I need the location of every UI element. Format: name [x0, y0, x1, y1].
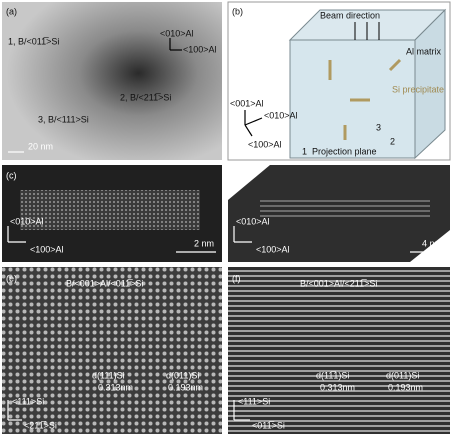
annotation: <111>Si [12, 396, 44, 406]
annotation: 2, B/<211̅>Si [120, 92, 171, 102]
panel-label: (c) [6, 170, 17, 180]
annotation: <010>Al [264, 110, 298, 120]
annotation: <100>Al [256, 244, 290, 254]
annotation: Projection plane [312, 146, 377, 156]
image-c [20, 190, 200, 230]
annotation: <100>Al [30, 244, 64, 254]
annotation: 20 nm [28, 141, 53, 151]
annotation: 0.193nm [388, 382, 423, 392]
annotation: 4 nm [422, 238, 442, 248]
annotation: <211̅>Si [24, 420, 57, 430]
annotation: d(011)Si [166, 370, 199, 380]
figure: (a) <010>Al <100>Al 1, B/<011̅>Si 2, B/<211̅… [0, 0, 452, 436]
annotation: <111>Si [238, 396, 270, 406]
panel-label: (f) [232, 273, 241, 283]
annotation: d(111)Si [92, 370, 125, 380]
panel-label: (e) [6, 273, 17, 283]
annotation: Beam direction [320, 10, 380, 20]
annotation: 0.193nm [168, 382, 203, 392]
annotation: 1 [302, 146, 307, 156]
image-f [228, 267, 450, 434]
annotation: <100>Al [183, 44, 217, 54]
annotation: <010>Al [236, 216, 270, 226]
annotation: d(11̅1)Si [316, 370, 349, 380]
panel-label: (d) [232, 170, 243, 180]
annotation: 1, B/<011̅>Si [8, 36, 59, 46]
annotation: Si precipitate [392, 84, 444, 94]
annotation: <100>Al [248, 139, 282, 149]
panel-label: (b) [232, 6, 243, 16]
annotation: B/<001>Al/<011̅>Si [66, 278, 143, 288]
annotation: B/<001>Al/<211̅>Si [300, 278, 377, 288]
annotation: <010>Al [160, 28, 194, 38]
annotation: <001>Al [230, 98, 264, 108]
annotation: Al matrix [406, 46, 442, 56]
annotation: 2 nm [194, 238, 214, 248]
annotation: <011̅>Si [252, 420, 285, 430]
panel-label: (a) [6, 6, 17, 16]
panel-backgrounds [2, 2, 450, 434]
annotation: d(011)Si [386, 370, 419, 380]
annotation: 0.313nm [98, 382, 133, 392]
annotation: 3 [376, 122, 381, 132]
annotation: 2 [390, 136, 395, 146]
annotation: 3, B/<111>Si [38, 114, 89, 124]
annotation: <010>Al [10, 216, 44, 226]
image-e [2, 267, 222, 434]
image-a [2, 2, 222, 160]
annotation: 0.313nm [320, 382, 355, 392]
image-d [260, 200, 430, 220]
